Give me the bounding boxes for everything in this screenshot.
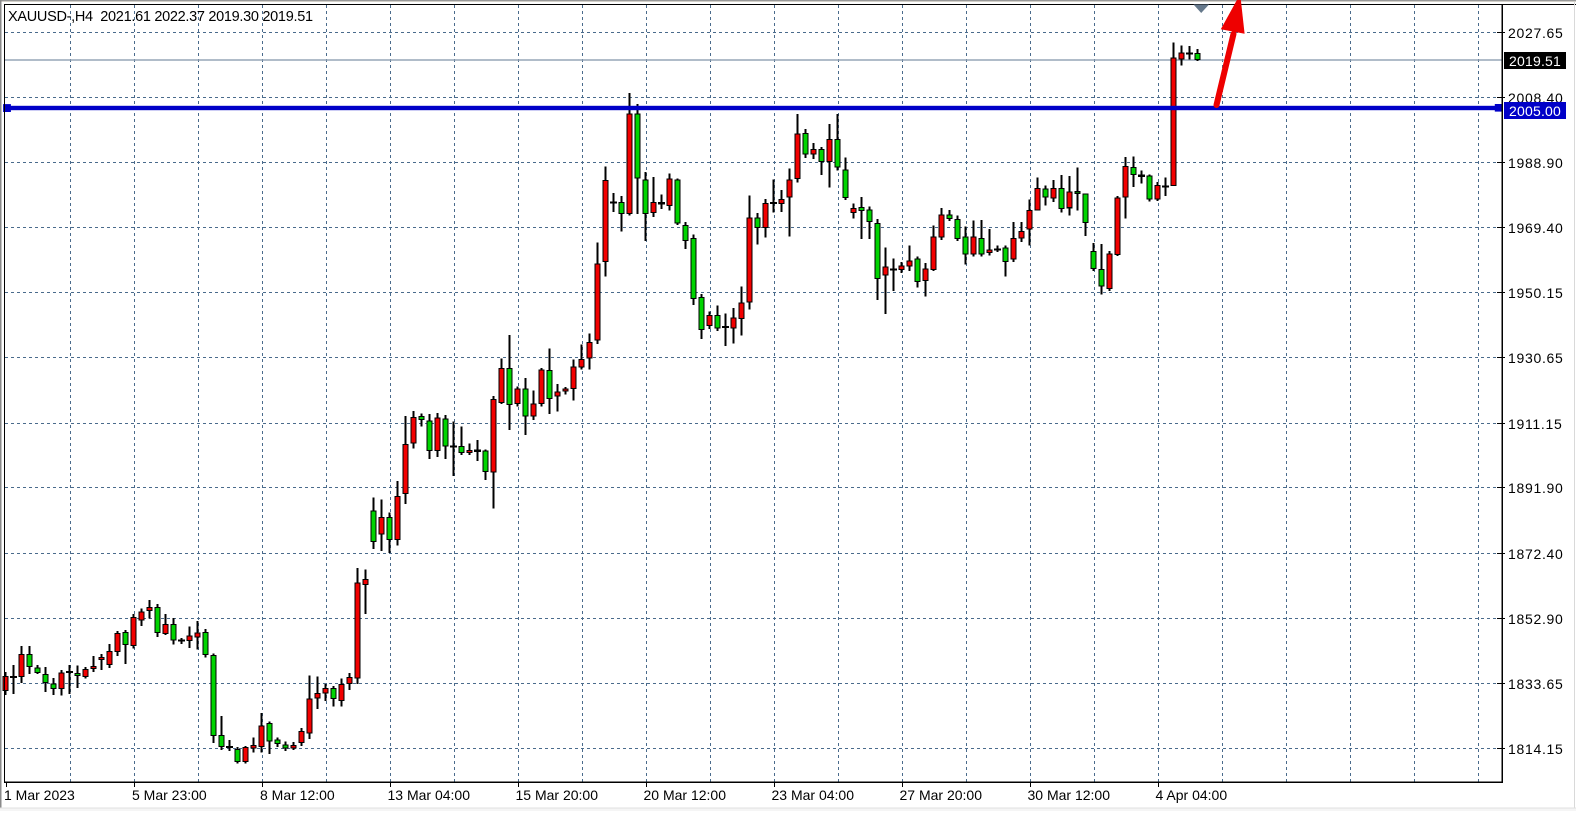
svg-text:15 Mar 20:00: 15 Mar 20:00 [516, 787, 599, 803]
svg-text:8 Mar 12:00: 8 Mar 12:00 [260, 787, 335, 803]
svg-text:1969.40: 1969.40 [1508, 220, 1564, 236]
svg-text:1814.15: 1814.15 [1508, 741, 1564, 757]
svg-text:13 Mar 04:00: 13 Mar 04:00 [388, 787, 471, 803]
svg-text:1988.90: 1988.90 [1508, 155, 1564, 171]
svg-text:30 Mar 12:00: 30 Mar 12:00 [1028, 787, 1111, 803]
svg-text:2027.65: 2027.65 [1508, 25, 1564, 41]
svg-text:23 Mar 04:00: 23 Mar 04:00 [772, 787, 855, 803]
svg-text:1872.40: 1872.40 [1508, 546, 1564, 562]
svg-text:1833.65: 1833.65 [1508, 676, 1564, 692]
svg-text:2005.00: 2005.00 [1509, 103, 1561, 119]
svg-text:1 Mar 2023: 1 Mar 2023 [4, 787, 75, 803]
svg-text:5 Mar 23:00: 5 Mar 23:00 [132, 787, 207, 803]
svg-text:1950.15: 1950.15 [1508, 285, 1564, 301]
svg-text:2019.51: 2019.51 [1509, 53, 1561, 69]
svg-text:4 Apr 04:00: 4 Apr 04:00 [1156, 787, 1228, 803]
svg-text:1930.65: 1930.65 [1508, 350, 1564, 366]
svg-text:1891.90: 1891.90 [1508, 480, 1564, 496]
svg-text:27 Mar 20:00: 27 Mar 20:00 [900, 787, 983, 803]
svg-text:1852.90: 1852.90 [1508, 611, 1564, 627]
svg-text:XAUUSD-,H4 2021.61 2022.37 20: XAUUSD-,H4 2021.61 2022.37 2019.30 2019.… [8, 9, 313, 25]
svg-text:20 Mar 12:00: 20 Mar 12:00 [644, 787, 727, 803]
svg-text:1911.15: 1911.15 [1508, 416, 1562, 432]
